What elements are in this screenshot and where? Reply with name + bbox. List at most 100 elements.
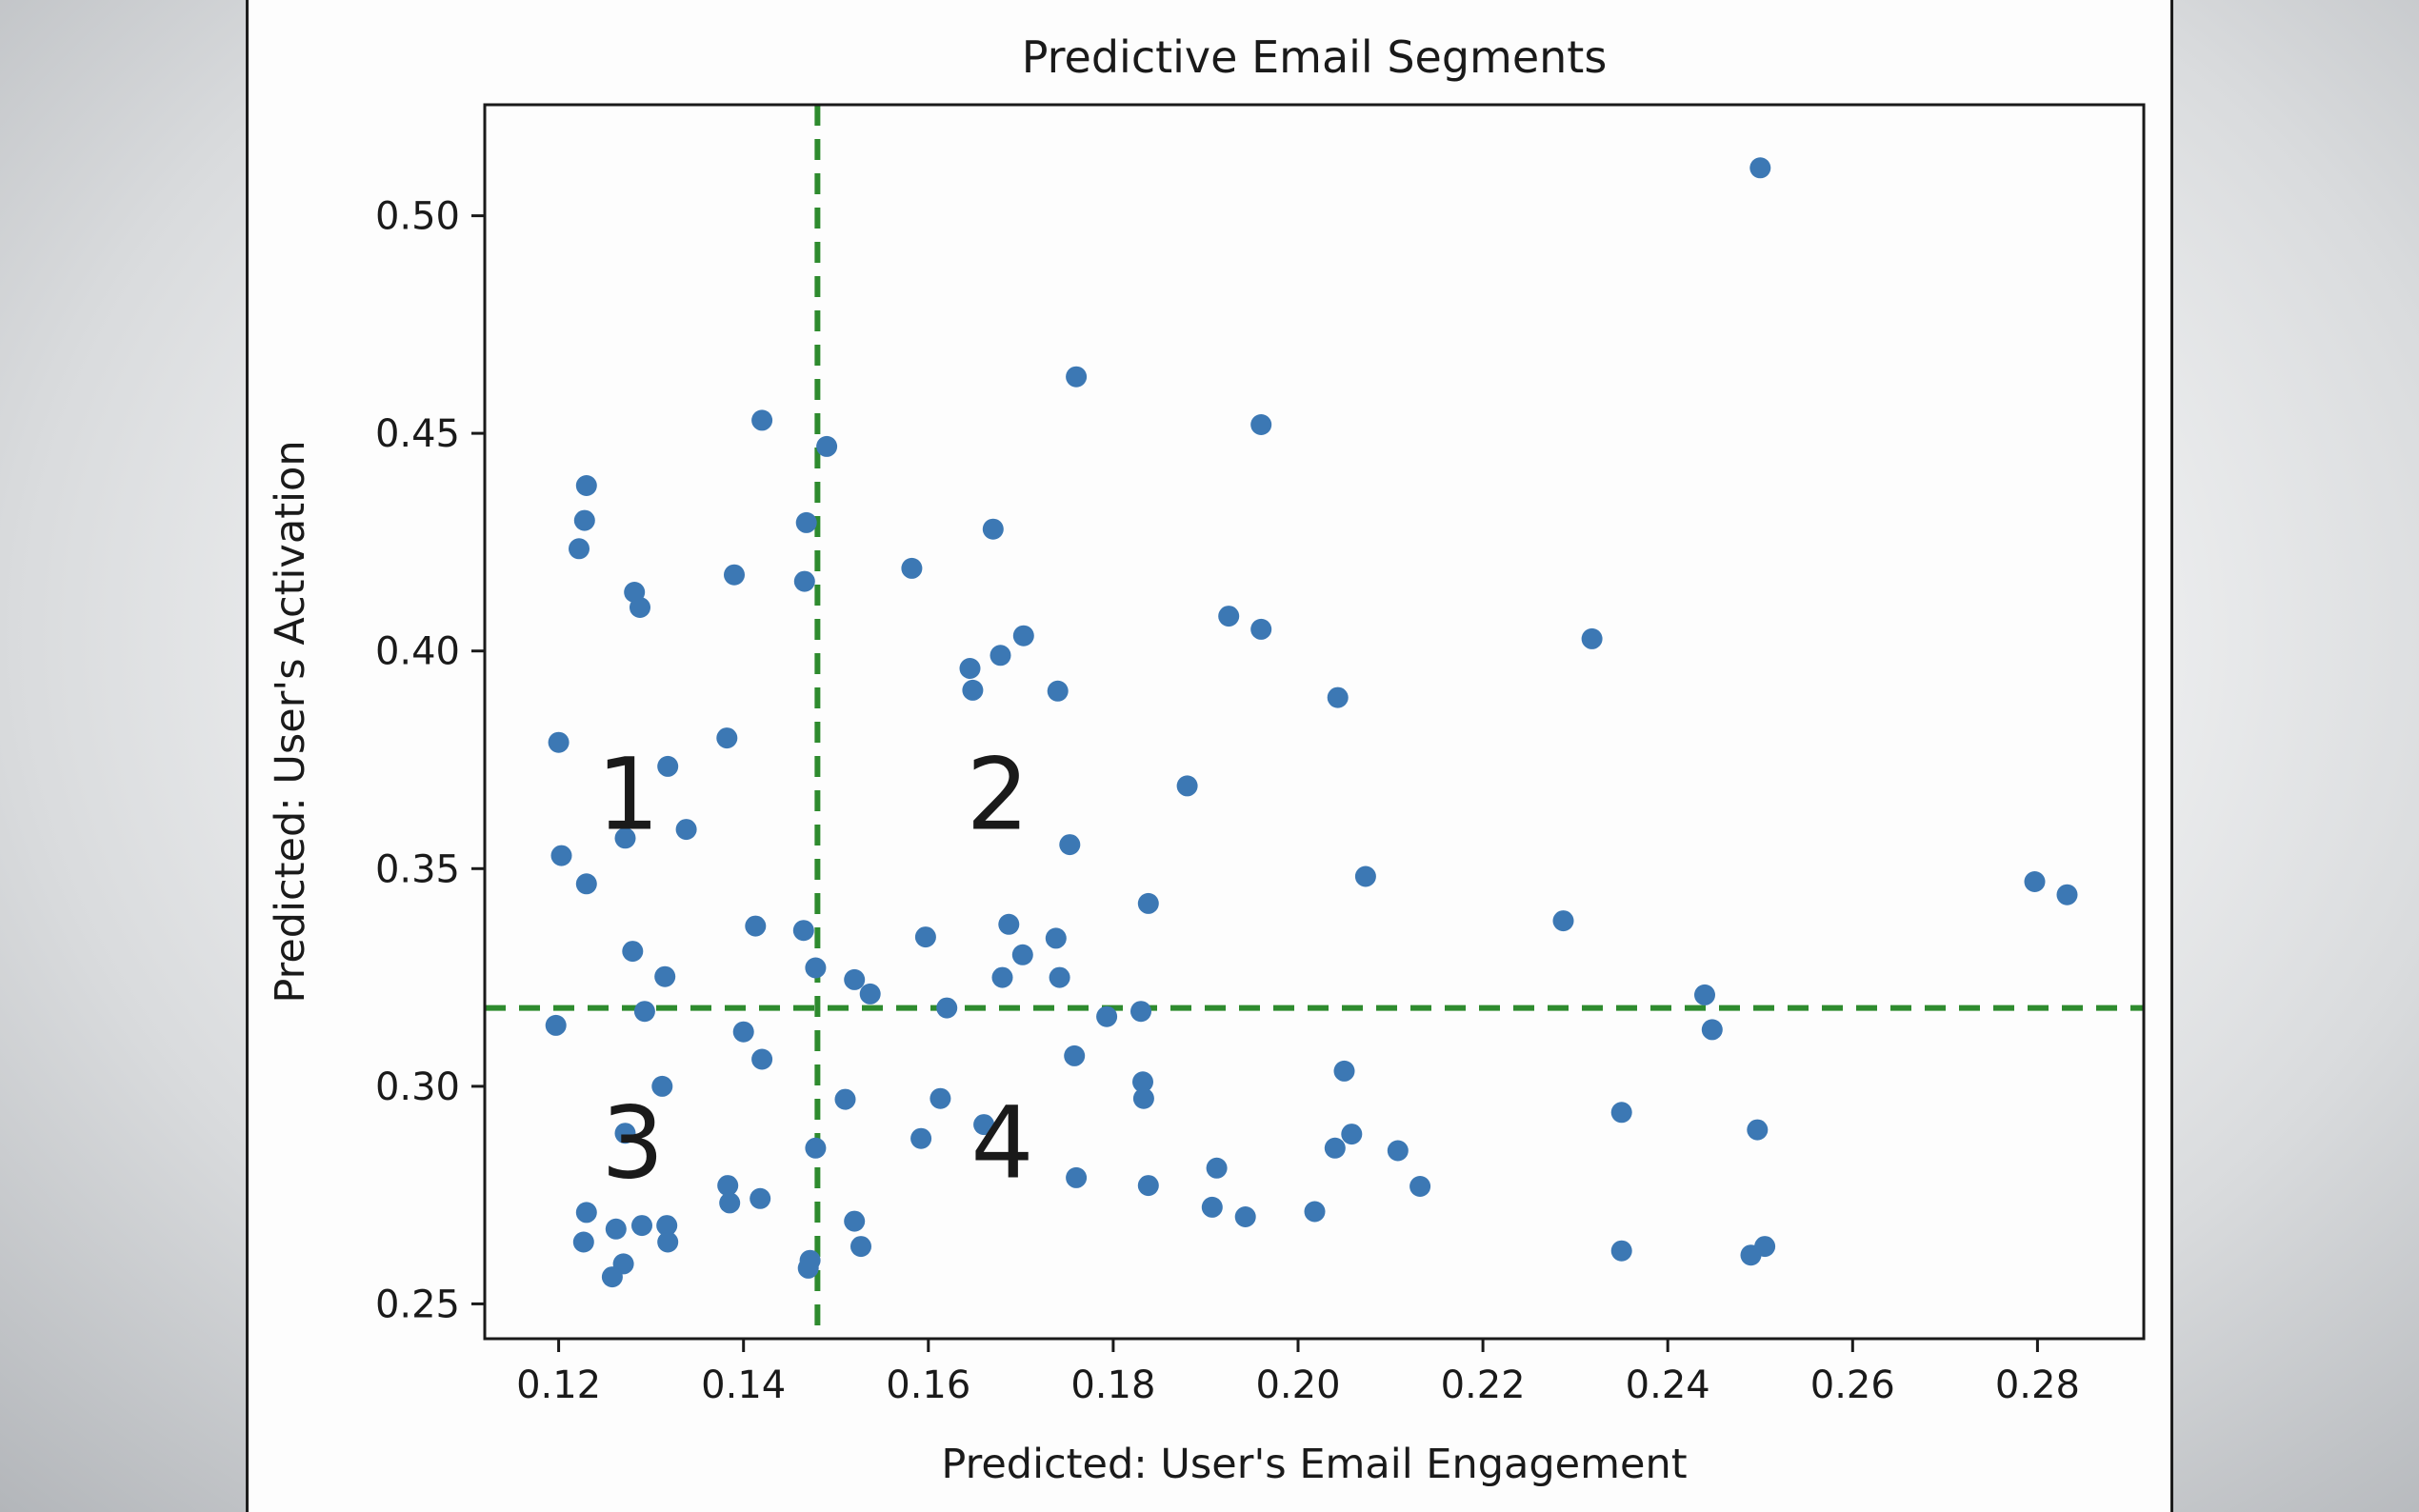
scatter-point [973,1114,995,1136]
scatter-point [1387,1140,1409,1162]
quadrant-label-1: 1 [596,737,659,853]
scatter-point [793,570,815,592]
scatter-point [605,1218,627,1240]
y-tick-label: 0.30 [375,1065,460,1109]
scatter-point [805,1137,827,1159]
scatter-point [1581,627,1603,649]
scatter-point [745,915,767,937]
scatter-point [550,845,572,866]
scatter-point [569,538,590,560]
scatter-point [990,645,1011,666]
scatter-plot-svg: 1 2 3 4 0.12 0.14 0.16 0.18 0.20 0.22 0.24 0.26 0.28… [267,31,2146,1488]
scatter-point [1132,1087,1154,1109]
scatter-point [1610,1102,1632,1124]
scatter-point [998,913,1020,935]
scatter-point [630,597,650,618]
scatter-point [1749,157,1771,179]
scatter-point [1049,966,1070,988]
scatter-point [724,564,745,586]
quadrant-label-2: 2 [967,737,1030,853]
scatter-point [716,727,738,749]
scatter-point [1012,625,1034,647]
scatter-point [719,1192,741,1214]
scatter-point [1552,910,1574,932]
scatter-point [575,1202,597,1224]
x-tick-label: 0.12 [516,1363,601,1407]
scatter-point [1137,892,1159,914]
scatter-point [750,1187,771,1209]
scatter-point [795,511,817,533]
scatter-point [1176,775,1198,797]
scatter-point [1096,1005,1118,1027]
scatter-point [656,1215,678,1237]
scatter-point [792,920,814,942]
scatter-point [1250,414,1272,435]
x-tick-label: 0.14 [701,1363,786,1407]
x-tick-label: 0.24 [1626,1363,1710,1407]
scatter-point [1754,1236,1776,1258]
scatter-point [805,957,827,979]
scatter-point [1059,834,1081,856]
scatter-point [859,983,881,1005]
scatter-point [1011,944,1033,965]
scatter-point [910,1127,932,1149]
scatter-point [631,1215,652,1237]
x-tick-label: 0.28 [1995,1363,2080,1407]
scatter-point [572,1231,594,1253]
y-axis-label: Predicted: User's Activation [267,440,314,1003]
scatter-point [844,1210,866,1232]
scatter-point [1234,1206,1256,1227]
scatter-point [991,966,1013,988]
scatter-point [614,1123,636,1144]
scatter-point [1130,1001,1151,1023]
scatter-point [797,1257,819,1279]
figure-panel: 1 2 3 4 0.12 0.14 0.16 0.18 0.20 0.22 0.24 0.26 0.28… [246,0,2173,1512]
x-tick-label: 0.18 [1070,1363,1155,1407]
scatter-point [633,1001,655,1023]
scatter-point [982,518,1004,540]
scatter-point [914,926,936,948]
scatter-point [1341,1124,1363,1145]
scatter-point [732,1021,754,1043]
scatter-point [962,679,984,701]
scatter-point [573,509,595,531]
y-tick-label: 0.40 [375,630,460,674]
scatter-point [575,873,597,895]
scatter-point [1304,1201,1326,1223]
scatter-point [850,1236,871,1258]
scatter-point [1047,680,1069,702]
y-tick-label: 0.25 [375,1283,460,1326]
scatter-point [1250,618,1272,640]
scatter-point [2024,871,2046,892]
scatter-point [1610,1240,1632,1262]
scatter-point [651,1075,673,1097]
x-tick-label: 0.20 [1255,1363,1340,1407]
scatter-point [654,965,676,987]
scatter-point [1324,1137,1346,1159]
x-axis-label: Predicted: User's Email Engagement [941,1441,1687,1488]
scatter-point [1701,1019,1723,1041]
scatter-point [717,1175,739,1197]
scatter-point [657,1231,679,1253]
scatter-point [901,557,923,579]
scatter-point [675,819,697,841]
x-tick-label: 0.22 [1441,1363,1526,1407]
scatter-point [959,658,981,679]
scatter-point [1201,1196,1223,1218]
scatter-point [930,1087,951,1109]
scatter-point [657,755,679,777]
scatter-point [1132,1071,1153,1093]
scatter-point [601,1266,623,1288]
scatter-point [844,968,866,990]
scatter-point [751,409,773,431]
scatter-point [1327,686,1349,708]
y-tick-label: 0.50 [375,195,460,239]
scatter-point [1354,865,1376,887]
scatter-point [614,827,636,849]
scatter-point [1137,1175,1159,1197]
scatter-point [575,475,597,496]
scatter-point [816,435,838,457]
scatter-point [1206,1157,1228,1179]
scatter-point [1409,1176,1431,1197]
